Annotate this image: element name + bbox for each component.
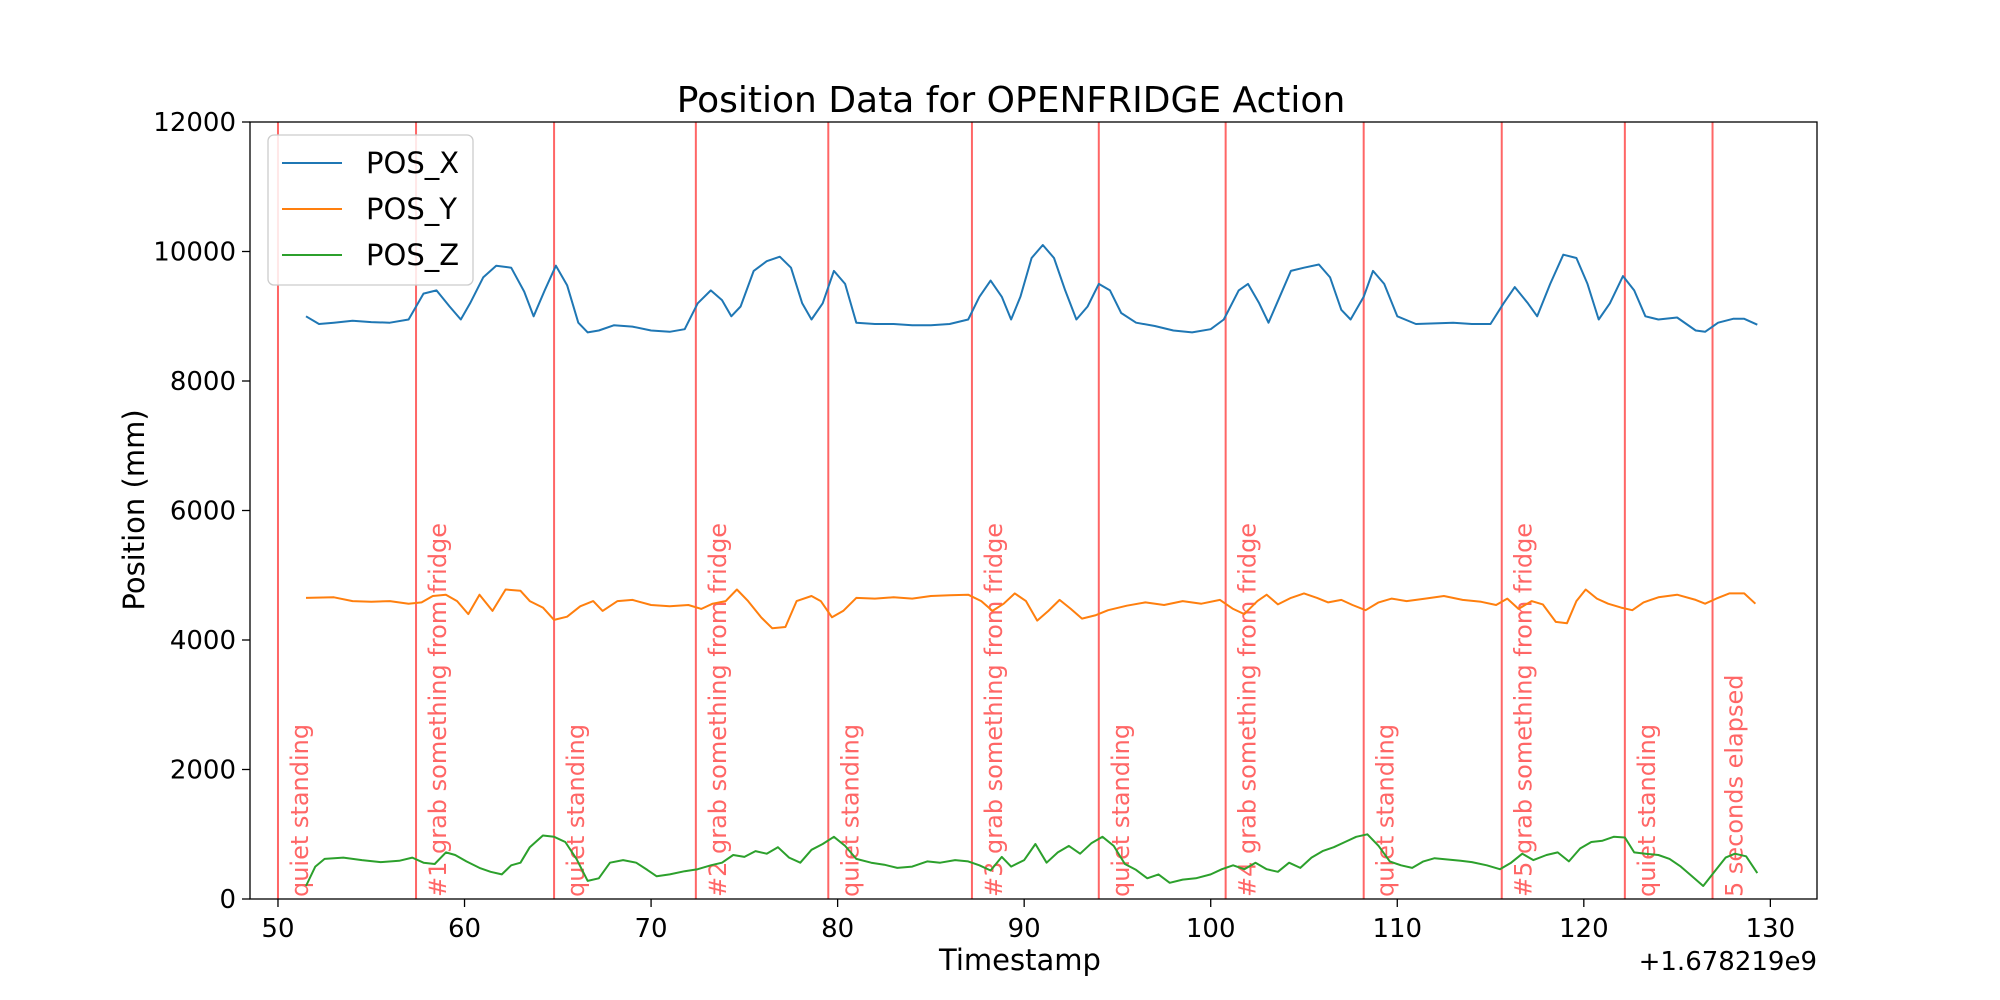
annotation-label: #1 grab something from fridge xyxy=(424,523,452,897)
legend-frame xyxy=(267,134,474,286)
annotation-label: quiet standing xyxy=(286,724,314,897)
x-tick-label: 130 xyxy=(1746,914,1796,944)
annotation-label: #5 grab something from fridge xyxy=(1510,523,1538,897)
data-series xyxy=(305,244,1759,887)
x-axis-ticks: 50 60 70 80 90 100 110 120 130 xyxy=(261,899,1795,944)
legend-entry: POS_Z xyxy=(366,238,459,272)
x-tick-label: 110 xyxy=(1372,914,1422,944)
x-axis-offset-label: +1.678219e9 xyxy=(1639,947,1817,977)
annotation-label: quiet standing xyxy=(1633,724,1661,897)
x-tick-label: 60 xyxy=(448,914,481,944)
series-line-pos-y xyxy=(305,588,1757,630)
annotation-markers: quiet standing #1 grab something from fri… xyxy=(276,122,1749,899)
y-tick-label: 4000 xyxy=(170,626,236,656)
x-tick-label: 70 xyxy=(635,914,668,944)
legend-entry: POS_Y xyxy=(366,192,457,226)
series-line-pos-z xyxy=(305,833,1759,887)
y-tick-label: 8000 xyxy=(170,367,236,397)
annotation-label: quiet standing xyxy=(1372,724,1400,897)
annotation-label: quiet standing xyxy=(562,724,590,897)
y-tick-label: 2000 xyxy=(170,756,236,786)
series-line-pos-x xyxy=(305,244,1758,334)
x-tick-label: 90 xyxy=(1008,914,1041,944)
y-tick-label: 0 xyxy=(219,885,236,915)
annotation-label: quiet standing xyxy=(1107,724,1135,897)
annotation-label: #3 grab something from fridge xyxy=(980,523,1008,897)
x-tick-label: 80 xyxy=(821,914,854,944)
y-tick-label: 6000 xyxy=(170,497,236,527)
annotation-label: 5 seconds elapsed xyxy=(1721,674,1749,897)
legend: POS_X POS_Y POS_Z xyxy=(267,134,474,286)
annotation-label: #2 grab something from fridge xyxy=(704,523,732,897)
annotation-label: quiet standing xyxy=(836,724,864,897)
x-tick-label: 120 xyxy=(1559,914,1609,944)
x-tick-label: 100 xyxy=(1186,914,1236,944)
x-tick-label: 50 xyxy=(261,914,294,944)
chart-title: Position Data for OPENFRIDGE Action xyxy=(677,80,1346,121)
annotation-label: #4 grab something from fridge xyxy=(1234,523,1262,897)
legend-entry: POS_X xyxy=(366,146,459,180)
y-axis-ticks: 0 2000 4000 6000 8000 10000 12000 xyxy=(153,108,250,915)
y-tick-label: 10000 xyxy=(153,238,236,268)
plot-area xyxy=(250,122,1817,899)
y-tick-label: 12000 xyxy=(153,108,236,138)
y-axis-label: Position (mm) xyxy=(117,409,151,610)
x-axis-label: Timestamp xyxy=(938,943,1101,977)
